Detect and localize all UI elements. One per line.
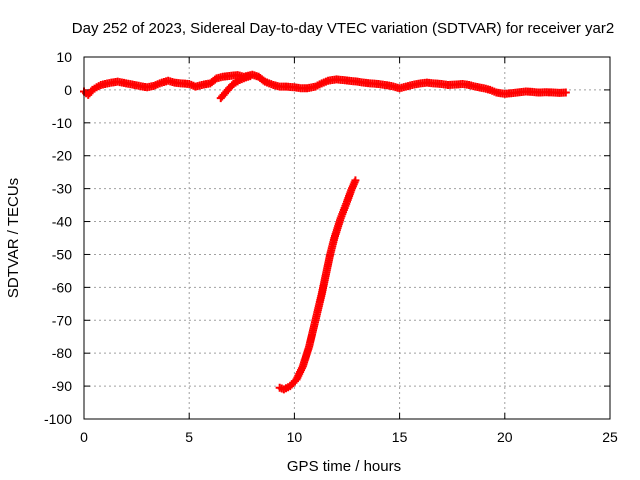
y-tick-label: -90	[52, 378, 72, 394]
y-tick-label: -60	[52, 279, 72, 295]
y-tick-label: -80	[52, 345, 72, 361]
y-tick-label: 10	[56, 49, 72, 65]
x-tick-label: 15	[392, 429, 408, 445]
series-steep-descending-arc	[275, 176, 360, 394]
y-axis-label: SDTVAR / TECUs	[5, 178, 22, 298]
y-tick-label: 0	[64, 82, 72, 98]
x-axis-label: GPS time / hours	[287, 458, 401, 475]
y-tick-label: -70	[52, 312, 72, 328]
x-tick-label: 0	[80, 429, 88, 445]
plot-frame	[83, 56, 611, 420]
chart-title: Day 252 of 2023, Sidereal Day-to-day VTE…	[72, 20, 614, 37]
x-tick-label: 5	[185, 429, 193, 445]
x-tick-label: 10	[287, 429, 303, 445]
data-point	[351, 176, 360, 185]
axis-ticks: 0 5 10 15 20 25 10 0 -10 -20 -30 -40 -50 -60 -70 -80 -90…	[44, 49, 618, 445]
y-tick-label: -50	[52, 246, 72, 262]
data-point	[561, 88, 570, 97]
series-short-rising-arc	[216, 72, 255, 103]
y-tick-label: -40	[52, 214, 72, 230]
y-tick-label: -20	[52, 148, 72, 164]
y-tick-label: -10	[52, 115, 72, 131]
grid-lines	[84, 57, 610, 419]
y-tick-label: -100	[44, 411, 72, 427]
data-point	[246, 72, 255, 81]
x-tick-label: 25	[602, 429, 618, 445]
series-main-track	[80, 70, 570, 99]
data-points	[80, 70, 570, 394]
y-tick-label: -30	[52, 181, 72, 197]
x-tick-label: 20	[497, 429, 513, 445]
